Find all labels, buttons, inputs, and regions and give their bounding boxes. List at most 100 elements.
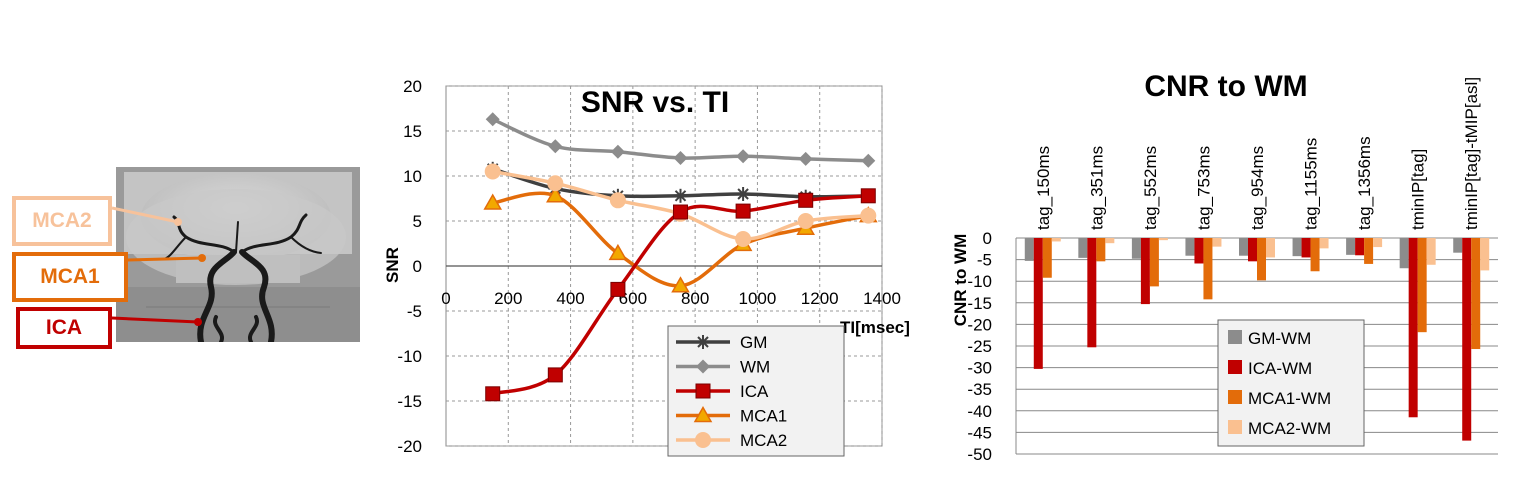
- data-point-mca2: [797, 213, 814, 229]
- bar-mca2-wm: [1266, 238, 1275, 258]
- legend-item-ica: ICA: [676, 382, 769, 401]
- snr-title: SNR vs. TI: [581, 86, 729, 119]
- cnr-title: CNR to WM: [1144, 70, 1307, 103]
- snr-y-tick-label: 15: [403, 122, 422, 141]
- bar-gm-wm: [1239, 238, 1248, 256]
- bar-mca1-wm: [1149, 238, 1159, 287]
- cnr-y-tick-label: 0: [983, 229, 992, 248]
- snr-x-tick-label: 400: [556, 289, 584, 308]
- snr-legend: GM WM ICA MCA1 MCA2: [667, 325, 845, 457]
- data-point-wm: [548, 139, 563, 154]
- data-point-mca2: [547, 175, 564, 192]
- snr-y-tick-label: 10: [403, 167, 422, 186]
- bar-mca2-wm: [1051, 238, 1061, 242]
- cnr-y-tick-label: -40: [967, 402, 992, 421]
- legend-label-wm: WM: [740, 358, 770, 377]
- label-ica: ICA: [16, 307, 112, 349]
- bar-gm-wm: [1131, 238, 1141, 259]
- snr-y-tick-label: -15: [397, 392, 422, 411]
- data-point-wm: [673, 151, 688, 165]
- mca1-leader: [127, 256, 203, 262]
- data-point-mca1: [546, 186, 565, 203]
- bar-gm-wm: [1024, 238, 1034, 261]
- bar-ica-wm: [1248, 238, 1257, 262]
- cnr-y-tick-label: -30: [967, 359, 992, 378]
- data-point-gm: [736, 187, 751, 201]
- data-point-ica: [860, 188, 876, 204]
- bar-ica-wm: [1355, 238, 1365, 256]
- legend-label-ica-wm: ICA-WM: [1248, 359, 1312, 378]
- bar-ica-wm: [1301, 238, 1311, 258]
- snr-x-tick-label: 800: [681, 289, 709, 308]
- snr-x-tick-label: 1000: [739, 289, 777, 308]
- category-label: tag_1155ms: [1302, 138, 1321, 230]
- ica-leader: [111, 316, 199, 324]
- legend-marker-mca1: [693, 405, 713, 423]
- data-point-mca1: [483, 193, 503, 210]
- bar-gm-wm: [1292, 238, 1302, 257]
- cnr-y-tick-label: -15: [967, 294, 992, 313]
- legend-label-ica: ICA: [740, 382, 769, 401]
- legend-marker-ica: [695, 383, 711, 399]
- data-point-ica: [798, 192, 814, 208]
- bar-mca2-wm: [1158, 238, 1168, 241]
- cnr-bars: [1024, 238, 1490, 441]
- category-label: tag_753ms: [1194, 146, 1213, 230]
- bar-gm-wm: [1453, 238, 1463, 253]
- legend-marker-gm: [696, 335, 710, 349]
- legend-label-gm: GM: [740, 333, 767, 352]
- snr-x-tick-label: 0: [441, 289, 450, 308]
- snr-x-tick-label: 1200: [801, 289, 839, 308]
- label-mca2: MCA2: [12, 196, 112, 246]
- legend-label-mca2-wm: MCA2-WM: [1248, 419, 1331, 438]
- legend-marker-mca2: [695, 432, 711, 448]
- data-point-ica: [735, 203, 751, 219]
- bar-ica-wm: [1033, 238, 1043, 369]
- legend-label-mca1: MCA1: [740, 407, 787, 426]
- bar-gm-wm: [1346, 238, 1356, 255]
- legend-item-mca2: MCA2: [676, 431, 787, 450]
- data-point-wm: [798, 151, 813, 166]
- bar-mca2-wm: [1105, 238, 1115, 244]
- snr-y-tick-label: 0: [413, 257, 422, 276]
- legend-item-gm: GM: [676, 333, 767, 352]
- bar-ica-wm: [1087, 238, 1097, 348]
- category-label: tag_351ms: [1087, 146, 1106, 230]
- data-point-ica: [610, 281, 626, 297]
- data-point-ica: [485, 386, 501, 402]
- snr-x-ticks: 0 200 400 600 800 1000 1200 1400: [441, 289, 901, 308]
- cnr-y-tick-label: -25: [967, 337, 992, 356]
- bar-gm-wm: [1399, 238, 1409, 269]
- legend-item-mca2-wm: MCA2-WM: [1228, 419, 1331, 438]
- category-label: tag_1356ms: [1355, 136, 1374, 230]
- snr-y-tick-label: 20: [403, 77, 422, 96]
- data-point-mca2: [860, 207, 877, 224]
- legend-item-mca1: MCA1: [676, 405, 787, 426]
- legend-label-mca2: MCA2: [740, 431, 787, 450]
- snr-x-label: TI[msec]: [840, 318, 910, 337]
- snr-y-ticks: 20 15 10 5 0 -5 -10 -15 -20: [397, 77, 422, 456]
- cnr-y-tick-label: -5: [977, 251, 992, 270]
- series-wm: [485, 112, 876, 168]
- snr-y-tick-label: -10: [397, 347, 422, 366]
- bar-mca2-wm: [1373, 238, 1383, 248]
- snr-line-chart: 20 15 10 5 0 -5 -10 -15 -20 0 200 400 600 800 1000 120…: [383, 77, 910, 457]
- data-point-ica: [547, 367, 563, 383]
- snr-y-tick-label: 5: [413, 212, 422, 231]
- data-point-mca2: [484, 163, 501, 180]
- data-point-gm: [673, 188, 688, 203]
- legend-swatch-gm-wm: [1228, 330, 1242, 344]
- bar-mca1-wm: [1096, 238, 1106, 262]
- data-point-mca2: [735, 231, 752, 247]
- cnr-y-ticks: 0 -5 -10 -15 -20 -25 -30 -35 -40 -45 -50: [967, 229, 992, 464]
- cnr-y-tick-label: -50: [967, 445, 992, 464]
- snr-y-tick-label: -20: [397, 437, 422, 456]
- legend-swatch-mca2-wm: [1228, 420, 1242, 434]
- legend-label-gm-wm: GM-WM: [1248, 329, 1311, 348]
- data-point-mca1: [671, 276, 690, 293]
- category-label: tag_552ms: [1141, 146, 1160, 230]
- cnr-y-tick-label: -45: [967, 423, 992, 442]
- cnr-category-labels: tag_150ms tag_351ms tag_552ms tag_753ms tag_…: [1034, 77, 1481, 230]
- cnr-bar-chart: 0 -5 -10 -15 -20 -25 -30 -35 -40 -45 -50 tag_150ms…: [951, 70, 1498, 464]
- series-ica: [485, 188, 876, 402]
